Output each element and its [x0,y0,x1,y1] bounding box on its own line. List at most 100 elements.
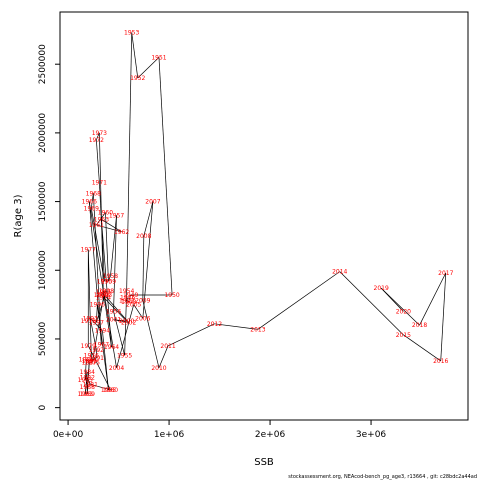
series-segment [99,132,104,298]
year-label: 1987 [82,359,97,366]
year-label: 1962 [114,229,129,236]
series-segment [131,32,139,78]
year-label: 1982 [80,374,95,381]
year-label: 2020 [396,308,411,315]
series-segment [142,235,145,301]
series-segment [167,323,215,347]
series-segment [110,215,117,276]
y-tick-label: 1500000 [38,181,48,221]
year-label: 1956 [106,308,121,315]
series-segment [89,357,97,362]
year-label: 1957 [109,212,124,219]
year-label: 2016 [433,358,448,365]
year-label: 1968 [86,190,101,197]
year-label: 1970 [97,278,112,285]
year-label: 2000 [119,318,134,325]
year-label: 1980 [103,387,118,394]
year-label: 1996 [90,302,105,309]
year-label: 1975 [85,359,100,366]
year-label: 1963 [94,216,109,223]
series-segment [113,319,129,323]
series-segment [158,57,173,296]
series-segment [126,297,128,301]
series-segment [108,275,111,282]
series-segment [419,272,447,326]
year-label: 2004 [109,365,124,372]
x-tick-label: 3e+06 [356,430,387,440]
series-segment [128,294,132,302]
year-label: 1947 [119,297,134,304]
year-label: 1983 [78,391,93,398]
series-segment [133,304,144,319]
year-label: 1964 [104,344,119,351]
year-label: 1948 [121,299,136,306]
year-label: 2008 [136,233,151,240]
year-label: 2014 [332,269,347,276]
year-label: 1999 [94,292,109,299]
y-tick-label: 500000 [38,321,48,356]
year-label: 1966 [82,199,97,206]
year-label: 1988 [80,384,95,391]
series-segment [113,311,125,356]
series-segment [103,292,112,348]
series-segment [440,272,447,361]
series-segment [96,224,122,233]
year-label: 2005 [126,302,141,309]
year-label: 2001 [106,317,121,324]
y-axis-title: R(age 3) [13,194,24,237]
year-label: 2006 [135,315,150,322]
year-label: 1954 [119,288,134,295]
year-label: 1959 [101,278,116,285]
series-segment [124,290,128,356]
year-label: 1967 [94,341,109,348]
year-label: 2003 [97,292,112,299]
year-label: 2010 [151,365,166,372]
year-label: 1953 [124,30,139,37]
year-label: 1997 [89,319,104,326]
year-label: 1971 [92,179,107,186]
year-label: 1961 [89,222,104,229]
year-label: 2018 [412,322,427,329]
year-label: 2019 [374,285,389,292]
series-segment [96,132,100,140]
series-segment [257,271,340,330]
y-tick-label: 2000000 [38,113,48,153]
year-label: 1998 [99,288,114,295]
series-segment [380,287,404,312]
year-label: 1976 [84,352,99,359]
year-label: 2002 [121,319,136,326]
series-segment [101,294,127,322]
year-label: 2009 [135,297,150,304]
year-label: 1973 [92,130,107,137]
plot-frame [59,11,469,421]
series-segment [105,212,109,282]
series-segment [86,360,90,394]
x-tick-label: 0e+00 [53,430,84,440]
year-label: 1991 [89,355,104,362]
series-segment [87,249,92,356]
year-label: 2015 [396,332,411,339]
y-axis: 0 500000 1000000 1500000 2000000 2500000 [38,44,60,411]
year-label: 1979 [81,343,96,350]
year-label: 1984 [80,369,95,376]
series-segment [90,193,94,209]
year-label: 2011 [160,343,175,350]
year-label: 1951 [151,54,166,61]
year-label: 1960 [98,210,113,217]
x-tick-label: 1e+06 [154,430,185,440]
series-segment [86,359,90,363]
year-label: 1949 [123,292,138,299]
series-segment [137,57,160,79]
year-label: 1993 [83,315,98,322]
series-segment [380,287,420,326]
x-tick-label: 2e+06 [255,430,286,440]
series-segment [91,297,104,363]
year-label: 1969 [84,205,99,212]
series-segment [126,32,133,291]
series-segment [214,323,258,330]
y-tick-label: 0 [38,405,48,411]
year-label: 2012 [207,321,222,328]
series-segment [339,271,404,336]
